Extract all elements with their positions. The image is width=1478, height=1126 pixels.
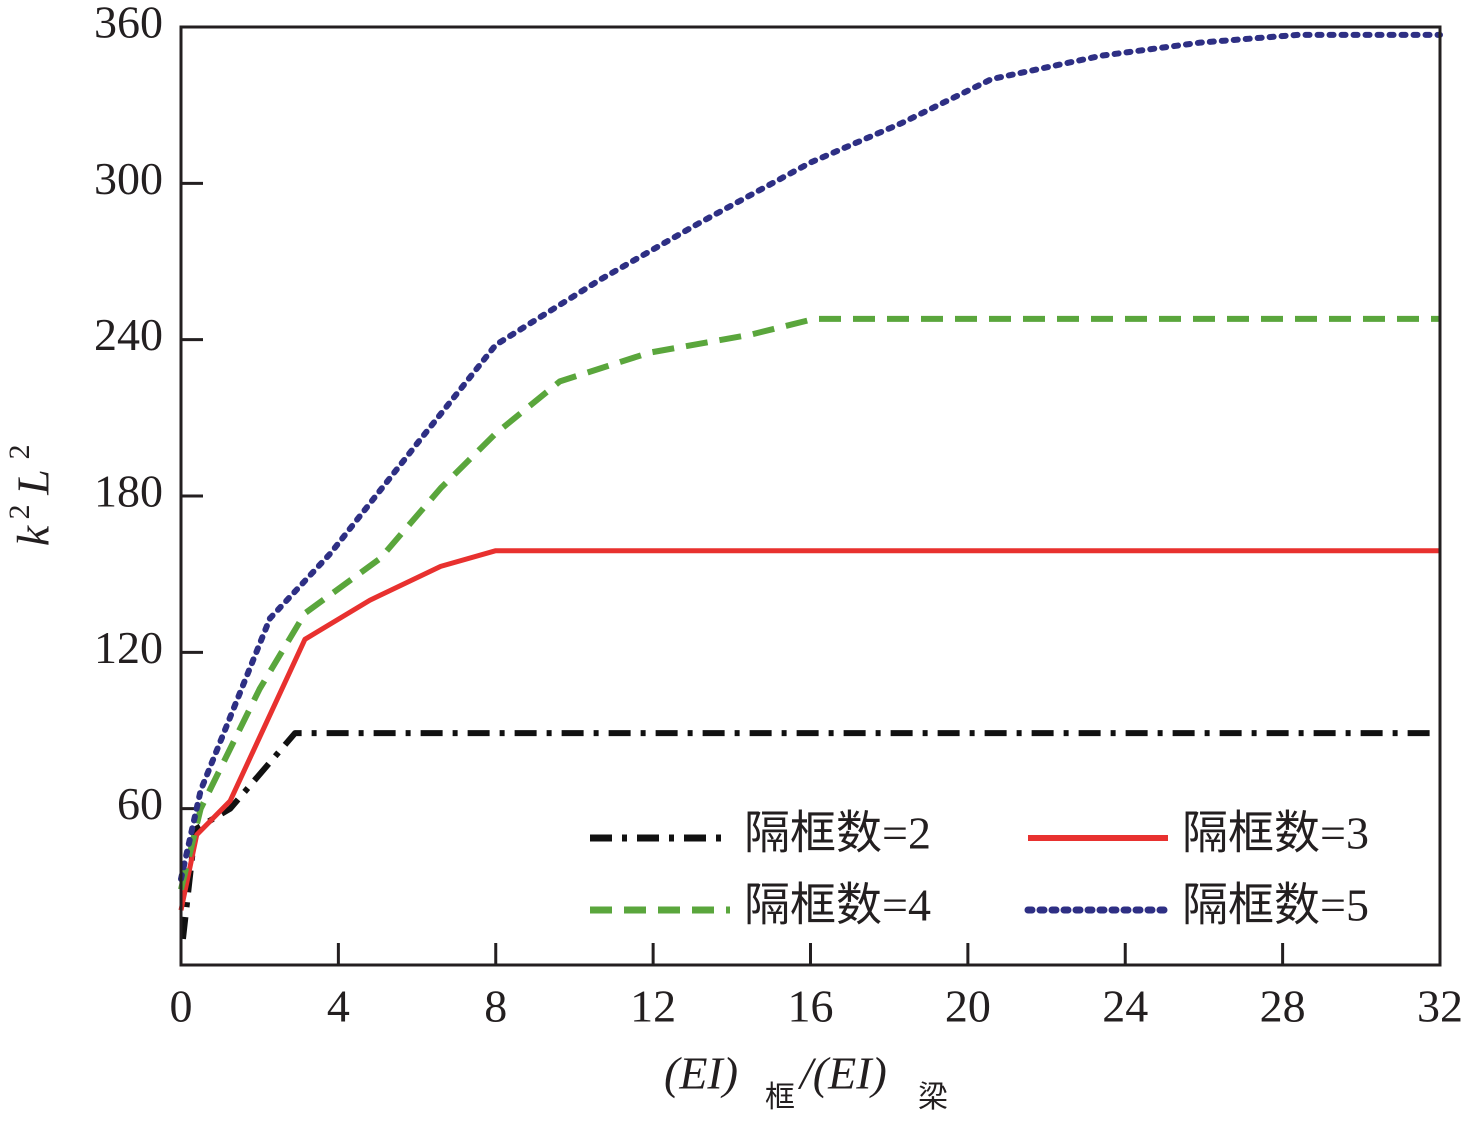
x-tick-label: 16	[788, 981, 834, 1032]
y-tick-label: 300	[94, 153, 163, 204]
series-line	[178, 548, 1440, 911]
series-line	[178, 31, 1443, 883]
x-label-part: 梁	[918, 1081, 948, 1114]
x-label-part: /(EI)	[797, 1048, 887, 1099]
legend-label: 隔框数=3	[1182, 808, 1369, 859]
plot-frame	[179, 25, 1442, 967]
y-label-part: 2	[3, 445, 36, 460]
x-tick-label: 32	[1417, 981, 1463, 1032]
x-axis-label: (EI) 框 /(EI) 梁	[664, 1048, 948, 1114]
legend-label: 隔框数=5	[1182, 880, 1369, 931]
x-label-part: 框	[765, 1081, 795, 1114]
y-tick-label: 120	[94, 622, 163, 673]
y-axis-label: k 2 L 2	[3, 445, 59, 547]
series-line	[179, 730, 1440, 940]
x-tick-label: 28	[1260, 981, 1306, 1032]
y-label-part: k	[8, 524, 59, 546]
x-tick-label: 0	[170, 981, 193, 1032]
y-label-part: L	[8, 469, 59, 496]
y-tick-label: 360	[94, 0, 163, 48]
y-tick-label: 60	[117, 778, 163, 829]
y-tick-label: 180	[94, 466, 163, 517]
x-label-part: (EI)	[664, 1048, 738, 1099]
legend-label: 隔框数=4	[744, 880, 931, 931]
x-tick-label: 8	[484, 981, 507, 1032]
y-label-part: 2	[3, 505, 36, 520]
x-tick-label: 12	[630, 981, 676, 1032]
x-tick-label: 4	[327, 981, 350, 1032]
legend: 隔框数=2 隔框数=3 隔框数=4 隔框数=5	[590, 808, 1369, 931]
series-line	[178, 315, 1440, 891]
y-tick-label: 240	[94, 309, 163, 360]
x-tick-label: 24	[1102, 981, 1148, 1032]
legend-label: 隔框数=2	[744, 808, 931, 859]
x-tick-label: 20	[945, 981, 991, 1032]
